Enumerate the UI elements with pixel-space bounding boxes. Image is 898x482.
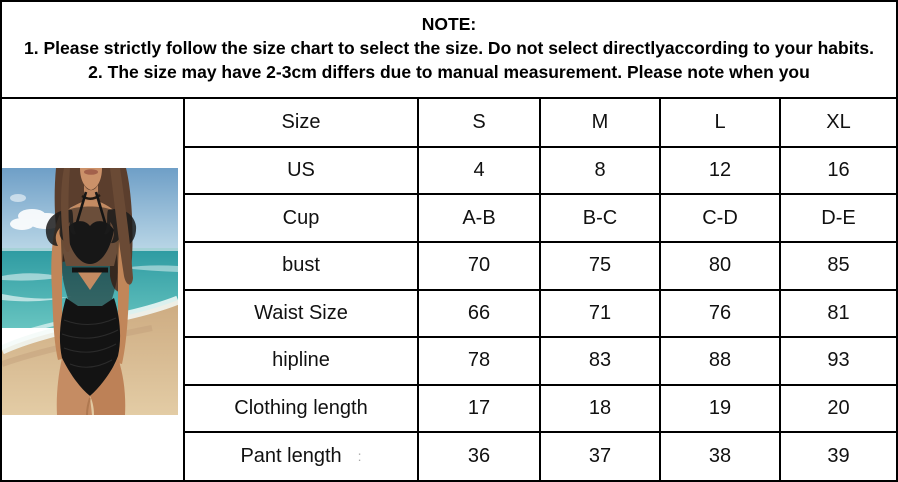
faint-colon-artifact: : xyxy=(357,448,362,465)
row-label: Clothing length xyxy=(184,383,419,434)
cell: 75 xyxy=(539,240,661,291)
note-title: NOTE: xyxy=(421,14,477,34)
cell: 4 xyxy=(417,145,541,196)
header-s: S xyxy=(417,98,541,148)
table-row-us: US 4 8 12 16 xyxy=(184,145,896,196)
model-figure xyxy=(45,168,137,415)
header-l: L xyxy=(659,98,781,148)
cell: C-D xyxy=(659,193,781,243)
note-line-2: 2. The size may have 2-3cm differs due t… xyxy=(88,62,810,82)
size-chart-table: Size S M L XL US 4 8 12 16 Cup A-B B-C xyxy=(184,98,896,480)
cell: 20 xyxy=(779,383,896,434)
cell: 80 xyxy=(659,240,781,291)
cell: B-C xyxy=(539,193,661,243)
cutout xyxy=(75,268,105,290)
content-row: Size S M L XL US 4 8 12 16 Cup A-B B-C xyxy=(2,97,896,480)
product-photo xyxy=(2,168,178,415)
cell: 36 xyxy=(417,431,541,480)
header-xl: XL xyxy=(779,98,896,148)
cell: A-B xyxy=(417,193,541,243)
left-leg xyxy=(56,358,92,415)
cell: 12 xyxy=(659,145,781,196)
cell: D-E xyxy=(779,193,896,243)
cell: 70 xyxy=(417,240,541,291)
cell: 88 xyxy=(659,336,781,386)
product-photo-panel xyxy=(2,99,185,480)
cell: 19 xyxy=(659,383,781,434)
header-m: M xyxy=(539,98,661,148)
cell: 39 xyxy=(779,431,896,480)
row-label: Waist Size xyxy=(184,288,419,339)
cell: 76 xyxy=(659,288,781,339)
table-row-hipline: hipline 78 83 88 93 xyxy=(184,336,896,386)
table-row-bust: bust 70 75 80 85 xyxy=(184,240,896,291)
cell: 78 xyxy=(417,336,541,386)
row-label: US xyxy=(184,145,419,196)
cell: 8 xyxy=(539,145,661,196)
table-row-pant-length: Pant length: 36 37 38 39 xyxy=(184,431,896,480)
cell: 37 xyxy=(539,431,661,480)
table-row-header: Size S M L XL xyxy=(184,98,896,148)
row-label: Pant length: xyxy=(184,431,419,480)
left-arm xyxy=(51,214,68,360)
row-label: bust xyxy=(184,240,419,291)
cell: 17 xyxy=(417,383,541,434)
cell: 66 xyxy=(417,288,541,339)
row-label: Cup xyxy=(184,193,419,243)
cell: 81 xyxy=(779,288,896,339)
row-label: hipline xyxy=(184,336,419,386)
header-size: Size xyxy=(184,98,419,148)
cell: 93 xyxy=(779,336,896,386)
note-line-1: 1. Please strictly follow the size chart… xyxy=(24,38,874,58)
table-row-cup: Cup A-B B-C C-D D-E xyxy=(184,193,896,243)
ruche-lines xyxy=(61,317,119,368)
cell: 38 xyxy=(659,431,781,480)
cell: 18 xyxy=(539,383,661,434)
cell: 71 xyxy=(539,288,661,339)
table-row-waist: Waist Size 66 71 76 81 xyxy=(184,288,896,339)
row-label-text: Pant length xyxy=(240,445,342,468)
table-row-clothing-length: Clothing length 17 18 19 20 xyxy=(184,383,896,434)
cell: 85 xyxy=(779,240,896,291)
note-section: NOTE: 1. Please strictly follow the size… xyxy=(2,2,896,97)
cell: 83 xyxy=(539,336,661,386)
cell: 16 xyxy=(779,145,896,196)
right-leg xyxy=(90,358,126,415)
